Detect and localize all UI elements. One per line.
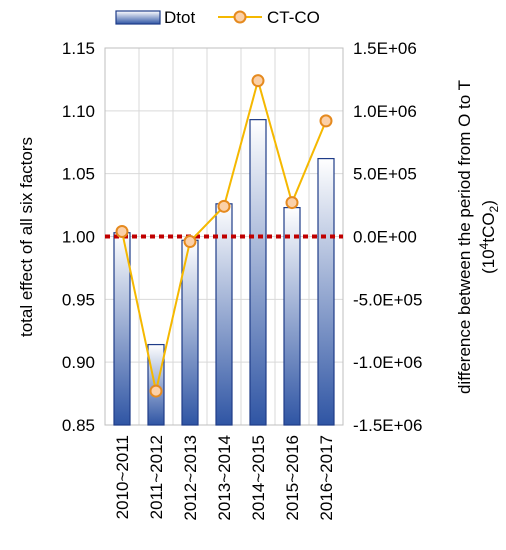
ctco-marker xyxy=(183,235,197,249)
left-axis-ticks: 0.85 0.90 0.95 1.00 1.05 1.10 1.15 xyxy=(62,39,95,435)
category-label: 2012~2013 xyxy=(181,435,200,521)
ctco-marker xyxy=(251,74,265,88)
unit-mid: tCO xyxy=(479,212,498,242)
bars xyxy=(113,119,335,426)
right-axis-title-unit: (104tCO2) xyxy=(477,200,501,274)
unit-pre: (10 xyxy=(479,249,498,274)
ctco-markers xyxy=(115,74,333,398)
bar-dtot xyxy=(249,119,267,426)
ctco-marker xyxy=(217,199,231,213)
unit-post: ) xyxy=(479,200,498,206)
unit-sup: 4 xyxy=(477,242,491,249)
category-labels: 2010~2011 2011~2012 2012~2013 2013~2014 2014… xyxy=(113,435,336,521)
category-label: 2015~2016 xyxy=(283,435,302,521)
category-label: 2016~2017 xyxy=(317,435,336,521)
left-tick-label: 0.90 xyxy=(62,353,95,372)
legend: Dtot CT-CO xyxy=(115,8,320,27)
legend-marker-ctco xyxy=(233,10,247,24)
left-tick-label: 1.05 xyxy=(62,165,95,184)
left-axis-title: total effect of all six factors xyxy=(17,137,36,337)
legend-label-dtot: Dtot xyxy=(164,8,195,27)
left-tick-label: 1.15 xyxy=(62,39,95,58)
category-label: 2013~2014 xyxy=(215,435,234,521)
ctco-marker xyxy=(319,114,333,128)
right-tick-label: 0.0E+00 xyxy=(353,228,417,247)
left-tick-label: 0.95 xyxy=(62,290,95,309)
right-axis-ticks: -1.5E+06 -1.0E+06 -5.0E+05 0.0E+00 5.0E+05 1.… xyxy=(353,39,422,435)
category-label: 2011~2012 xyxy=(147,435,166,519)
ctco-marker xyxy=(285,196,299,210)
bar-dtot xyxy=(317,157,335,426)
right-tick-label: 1.5E+06 xyxy=(353,39,417,58)
left-tick-label: 1.00 xyxy=(62,228,95,247)
unit-sub: 2 xyxy=(487,205,501,212)
legend-swatch-dtot xyxy=(115,10,161,25)
legend-label-ctco: CT-CO xyxy=(267,8,320,27)
category-label: 2010~2011 xyxy=(113,435,132,519)
right-tick-label: -5.0E+05 xyxy=(353,290,422,309)
left-tick-label: 1.10 xyxy=(62,102,95,121)
right-tick-label: 5.0E+05 xyxy=(353,165,417,184)
right-axis-title: difference between the period from O to … xyxy=(455,80,474,394)
ctco-marker xyxy=(115,224,129,238)
category-label: 2014~2015 xyxy=(249,435,268,521)
ctco-marker xyxy=(149,384,163,398)
bar-dtot xyxy=(283,206,301,426)
right-tick-label: 1.0E+06 xyxy=(353,102,417,121)
right-tick-label: -1.0E+06 xyxy=(353,353,422,372)
left-tick-label: 0.85 xyxy=(62,416,95,435)
right-tick-label: -1.5E+06 xyxy=(353,416,422,435)
